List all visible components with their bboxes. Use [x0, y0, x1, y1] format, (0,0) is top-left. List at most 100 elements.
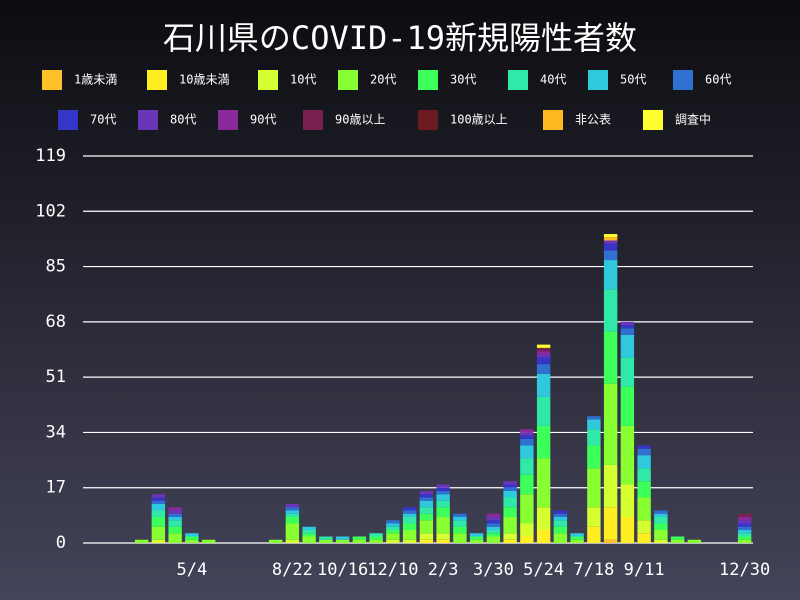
- bar-segment: [419, 500, 434, 508]
- bar-segment: [436, 494, 450, 501]
- bar-segment: [285, 516, 300, 524]
- bar-segment: [536, 529, 551, 543]
- bar-segment: [402, 516, 417, 524]
- bar-segment: [603, 383, 618, 465]
- bar-segment: [737, 520, 752, 524]
- bar-segment: [587, 419, 601, 430]
- bar-segment: [536, 344, 551, 348]
- bar-segment: [436, 500, 450, 508]
- x-tick-label: 5/4: [177, 560, 208, 580]
- bar-segment: [603, 240, 618, 244]
- legend-label: 90代: [250, 113, 276, 127]
- bar-segment: [436, 490, 450, 495]
- bar-segment: [402, 513, 417, 517]
- bar-segment: [436, 516, 450, 534]
- y-tick-label: 0: [56, 533, 66, 553]
- bar-segment: [486, 516, 501, 521]
- bar-segment: [620, 425, 635, 485]
- bar-segment: [654, 523, 668, 530]
- bar-segment: [369, 536, 383, 540]
- legend-label: 50代: [620, 73, 646, 87]
- bar-segment: [637, 448, 651, 456]
- legend-label: 調査中: [675, 112, 711, 127]
- bar-segment: [402, 523, 417, 530]
- bar-segment: [268, 539, 283, 543]
- legend-swatch: [42, 70, 62, 90]
- legend-swatch: [543, 110, 563, 130]
- legend-label: 20代: [370, 73, 396, 87]
- bar-segment: [737, 533, 752, 537]
- bar-segment: [386, 533, 400, 540]
- bar-segment: [352, 539, 367, 543]
- legend-label: 10代: [290, 73, 316, 87]
- bar-segment: [285, 513, 300, 517]
- bar-segment: [637, 468, 651, 482]
- bar-segment: [386, 523, 400, 527]
- bar-segment: [737, 523, 752, 527]
- bar-segment: [536, 347, 551, 352]
- bar-segment: [520, 432, 534, 436]
- bar-segment: [486, 520, 501, 524]
- bar-segment: [319, 539, 333, 543]
- bar-segment: [402, 510, 417, 514]
- bar-segment: [503, 533, 517, 540]
- bar-segment: [419, 507, 434, 514]
- bar-segment: [737, 516, 752, 521]
- bar-segment: [654, 510, 668, 514]
- bar-segment: [670, 539, 685, 543]
- bar-segment: [570, 533, 584, 537]
- y-tick-label: 85: [46, 257, 66, 277]
- bar-segment: [436, 484, 450, 488]
- legend-swatch: [643, 110, 663, 130]
- bar-segment: [386, 520, 400, 524]
- bar-segment: [319, 536, 333, 540]
- bar-segment: [419, 520, 434, 534]
- bar-segment: [670, 536, 685, 540]
- legend-label: 80代: [170, 113, 196, 127]
- bar-segment: [587, 429, 601, 446]
- bar-segment: [737, 526, 752, 530]
- bar-segment: [386, 529, 400, 534]
- bar-segment: [603, 260, 618, 290]
- bar-segment: [503, 487, 517, 491]
- bar-segment: [587, 526, 601, 543]
- bar-segment: [520, 523, 534, 537]
- bar-segment: [302, 536, 316, 543]
- bar-segment: [553, 513, 568, 517]
- bar-segment: [151, 539, 166, 543]
- bar-segment: [503, 516, 517, 534]
- bar-segment: [419, 513, 434, 521]
- bar-segment: [620, 325, 635, 329]
- bar-segment: [335, 536, 350, 540]
- bar-segment: [637, 481, 651, 498]
- bar-segment: [486, 536, 501, 543]
- bar-segment: [520, 474, 534, 495]
- bar-segment: [637, 445, 651, 449]
- bar-segment: [587, 468, 601, 508]
- bar-segment: [453, 520, 467, 527]
- legend-swatch: [303, 110, 323, 130]
- legend-swatch: [258, 70, 278, 90]
- bar-segment: [737, 529, 752, 534]
- bar-segment: [302, 529, 316, 534]
- bar-segment: [419, 490, 434, 495]
- bar-segment: [553, 520, 568, 527]
- bar-segment: [637, 497, 651, 521]
- legend-swatch: [138, 110, 158, 130]
- bar-segment: [603, 234, 618, 238]
- bar-segment: [536, 364, 551, 374]
- bar-segment: [469, 539, 484, 543]
- y-tick-label: 34: [46, 422, 66, 442]
- bar-segment: [503, 484, 517, 488]
- y-tick-label: 68: [46, 312, 66, 332]
- bar-segment: [168, 520, 182, 527]
- bar-segment: [335, 539, 350, 543]
- legend-label: 70代: [90, 113, 116, 127]
- x-tick-label: 8/22: [272, 560, 313, 580]
- bar-segment: [436, 507, 450, 517]
- y-tick-label: 102: [35, 201, 66, 221]
- chart-title: 石川県のCOVID-19新規陽性者数: [163, 19, 637, 57]
- bar-segment: [603, 237, 618, 241]
